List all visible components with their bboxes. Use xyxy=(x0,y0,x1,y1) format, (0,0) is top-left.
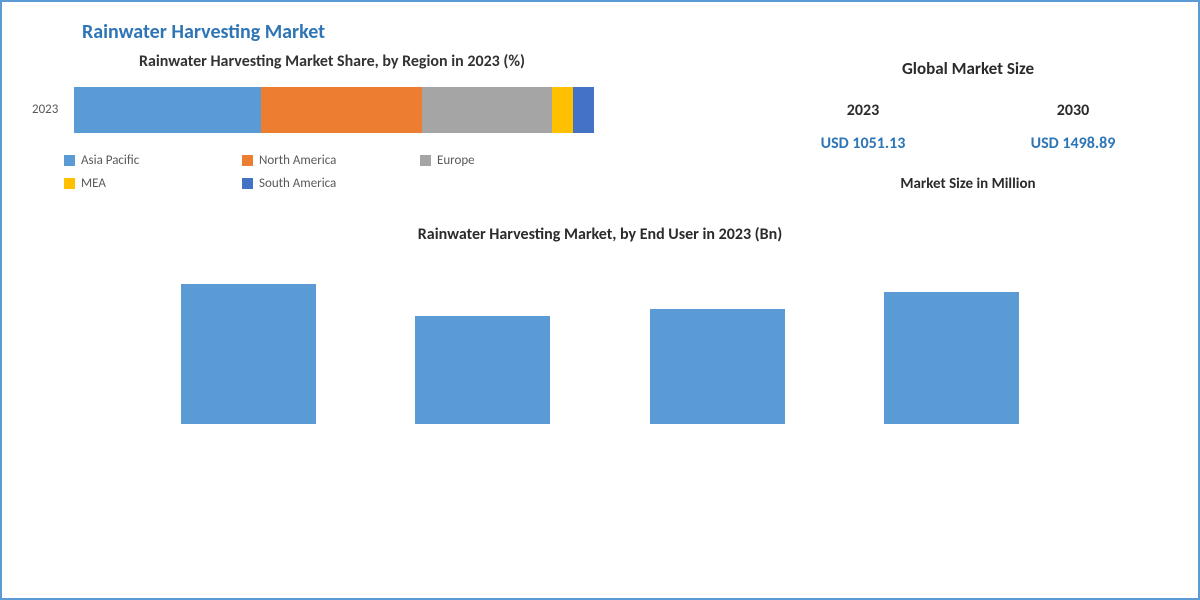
legend-label: South America xyxy=(259,176,336,191)
page-title: Rainwater Harvesting Market xyxy=(82,20,1178,44)
enduser-bar xyxy=(884,292,1019,424)
swatch-icon xyxy=(242,155,253,166)
legend-item: South America xyxy=(242,176,420,191)
seg-europe xyxy=(422,87,552,133)
enduser-chart-title: Rainwater Harvesting Market, by End User… xyxy=(22,225,1178,244)
enduser-bar xyxy=(650,309,785,424)
seg-south-america xyxy=(573,87,594,133)
market-size-block: Global Market Size 2023 USD 1051.13 2030… xyxy=(758,52,1178,193)
seg-mea xyxy=(552,87,573,133)
stacked-bar-row: 2023 xyxy=(32,87,642,133)
market-size-year: 2030 xyxy=(983,101,1163,120)
swatch-icon xyxy=(64,178,75,189)
seg-asia-pacific xyxy=(74,87,261,133)
market-size-year: 2023 xyxy=(773,101,953,120)
top-row: Rainwater Harvesting Market Share, by Re… xyxy=(22,52,1178,199)
market-size-value: USD 1051.13 xyxy=(773,134,953,153)
enduser-bar xyxy=(181,284,316,424)
legend-item: North America xyxy=(242,153,420,168)
enduser-bar xyxy=(415,316,550,424)
legend-item: Europe xyxy=(420,153,598,168)
swatch-icon xyxy=(242,178,253,189)
swatch-icon xyxy=(420,155,431,166)
market-size-value: USD 1498.89 xyxy=(983,134,1163,153)
market-size-col-2030: 2030 USD 1498.89 xyxy=(983,101,1163,153)
seg-north-america xyxy=(261,87,422,133)
legend-item: MEA xyxy=(64,176,242,191)
legend-label: Asia Pacific xyxy=(81,153,139,168)
market-size-unit: Market Size in Million xyxy=(758,175,1178,193)
legend-label: Europe xyxy=(437,153,475,168)
region-chart: Rainwater Harvesting Market Share, by Re… xyxy=(22,52,642,199)
stacked-bar-year: 2023 xyxy=(32,102,74,117)
legend-item: Asia Pacific xyxy=(64,153,242,168)
legend-label: North America xyxy=(259,153,336,168)
enduser-bars xyxy=(22,264,1178,424)
region-chart-title: Rainwater Harvesting Market Share, by Re… xyxy=(22,52,642,73)
market-size-title: Global Market Size xyxy=(758,58,1178,79)
legend-label: MEA xyxy=(81,176,106,191)
swatch-icon xyxy=(64,155,75,166)
market-size-col-2023: 2023 USD 1051.13 xyxy=(773,101,953,153)
stacked-bar xyxy=(74,87,594,133)
market-size-row: 2023 USD 1051.13 2030 USD 1498.89 xyxy=(758,101,1178,153)
legend: Asia Pacific North America Europe MEA So… xyxy=(64,153,604,199)
